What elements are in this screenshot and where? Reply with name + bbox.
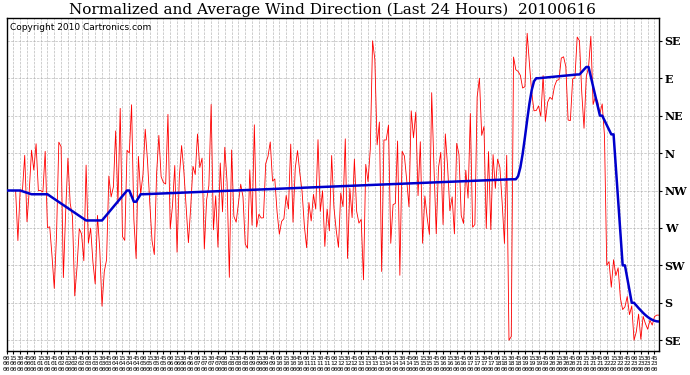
Text: Copyright 2010 Cartronics.com: Copyright 2010 Cartronics.com	[10, 23, 151, 32]
Title: Normalized and Average Wind Direction (Last 24 Hours)  20100616: Normalized and Average Wind Direction (L…	[69, 3, 596, 17]
